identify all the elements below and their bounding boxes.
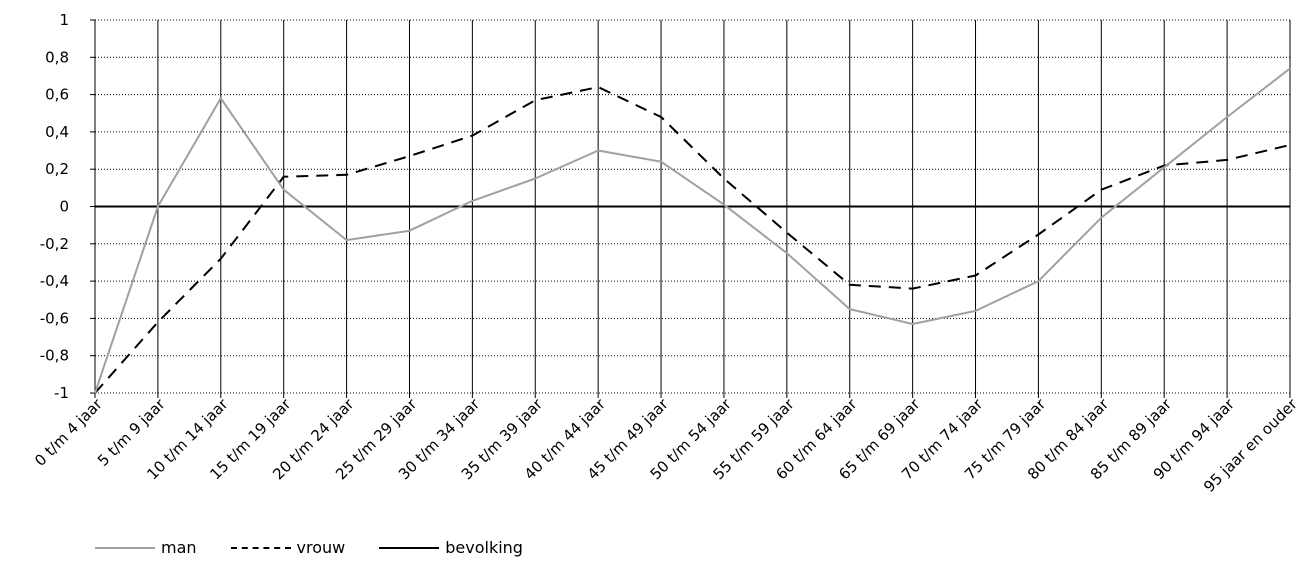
- y-tick-label: -0,4: [40, 272, 69, 290]
- legend: man vrouw bevolking: [95, 538, 557, 557]
- legend-item-bevolking: bevolking: [379, 538, 523, 557]
- y-tick-label: 0: [59, 198, 69, 216]
- legend-item-vrouw: vrouw: [230, 538, 346, 557]
- series-line-man: [94, 67, 1291, 394]
- y-tick-label: 0,6: [45, 86, 69, 104]
- y-tick-label: -0,2: [40, 235, 69, 253]
- legend-item-man: man: [95, 538, 197, 557]
- series-line-vrouw: [94, 86, 1291, 394]
- legend-swatch-bevolking: [379, 546, 440, 549]
- legend-label-man: man: [161, 538, 197, 557]
- y-tick-label: 0,4: [45, 123, 69, 141]
- series-lines: [94, 67, 1291, 394]
- y-tick-label: 0,2: [45, 160, 69, 178]
- legend-swatch-man: [95, 546, 155, 549]
- y-tick-label: -1: [54, 384, 69, 402]
- y-tick-labels: 1 0,8 0,6 0,4 0,2 0 -0,2 -0,4 -0,6 -0,8 -1: [40, 11, 69, 402]
- legend-swatch-vrouw: [230, 546, 291, 549]
- axes: [90, 19, 1291, 398]
- y-tick-label: 1: [59, 11, 69, 29]
- y-tick-label: 0,8: [45, 48, 69, 66]
- legend-label-vrouw: vrouw: [296, 538, 346, 557]
- legend-label-bevolking: bevolking: [445, 538, 523, 557]
- y-tick-label: -0,8: [40, 347, 69, 365]
- y-tick-label: -0,6: [40, 309, 69, 327]
